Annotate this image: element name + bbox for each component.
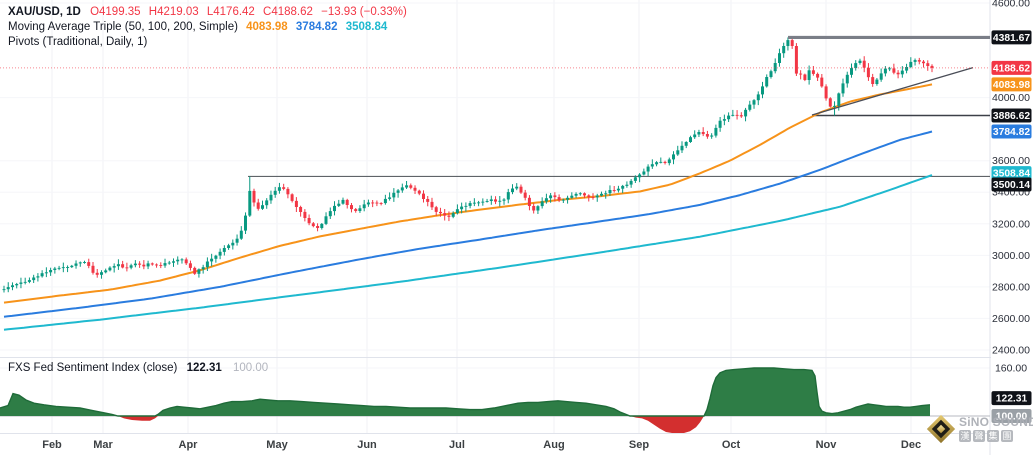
time-axis[interactable] xyxy=(0,434,1033,455)
candles-series xyxy=(2,37,934,293)
price-badge-label: 4083.98 xyxy=(993,80,1030,91)
ma-indicator-label: Moving Average Triple (50, 100, 200, Sim… xyxy=(8,21,238,33)
price-tick-label: 4600.00 xyxy=(992,0,1030,9)
price-badge-label: 3508.84 xyxy=(993,169,1030,180)
sentiment-value: 122.31 xyxy=(186,362,222,374)
trendline xyxy=(811,67,974,116)
price-badge-label: 3500.14 xyxy=(993,180,1030,191)
price-axis-bg xyxy=(991,0,1033,455)
month-label: Aug xyxy=(543,439,564,451)
ohlc-high: H4219.03 xyxy=(148,6,199,18)
price-badge-label: 3784.82 xyxy=(993,127,1030,138)
month-label: Jul xyxy=(449,439,465,451)
sentiment-area-positive xyxy=(0,368,930,416)
sentiment-baseline-value: 100.00 xyxy=(232,362,269,374)
month-label: Feb xyxy=(42,439,62,451)
month-label: Sep xyxy=(629,439,649,451)
brand-watermark: SiNO SOUND 漢聲 集團 xyxy=(926,414,1033,444)
legend-row-pivots[interactable]: Pivots (Traditional, Daily, 1) xyxy=(8,35,412,50)
subpanel-legend[interactable]: FXS Fed Sentiment Index (close) 122.31 1… xyxy=(8,362,268,374)
price-badge xyxy=(991,77,1032,92)
ma100-line xyxy=(3,130,933,318)
price-tick-label: 2400.00 xyxy=(992,344,1030,356)
main-legend: XAU/USD, 1D O4199.35 H4219.03 L4176.42 C… xyxy=(8,5,412,50)
brand-cjk: 漢聲 集團 xyxy=(959,429,1013,442)
sub-badge-label: 122.31 xyxy=(996,394,1028,405)
pivots-indicator-label: Pivots (Traditional, Daily, 1) xyxy=(8,36,148,48)
ohlc-open: O4199.35 xyxy=(90,6,141,18)
month-label: Apr xyxy=(179,439,199,451)
sub-badge xyxy=(991,409,1032,423)
ma50-line xyxy=(3,83,933,304)
month-label: May xyxy=(266,439,288,451)
ma50-value: 4083.98 xyxy=(246,21,288,33)
legend-row-ma[interactable]: Moving Average Triple (50, 100, 200, Sim… xyxy=(8,20,412,35)
price-tick-label: 2800.00 xyxy=(992,281,1030,293)
sentiment-area-negative xyxy=(0,416,930,433)
brand-diamond-icon xyxy=(926,414,956,444)
sub-badge xyxy=(991,391,1032,406)
price-badge xyxy=(991,177,1032,192)
price-badge-label: 4188.62 xyxy=(993,63,1030,74)
symbol-title: XAU/USD, 1D xyxy=(8,6,81,18)
sub-tick-label: 160.00 xyxy=(995,363,1027,375)
ma200-line xyxy=(3,174,933,331)
price-axis[interactable] xyxy=(990,0,1033,434)
price-badge xyxy=(991,124,1032,139)
price-badge xyxy=(991,60,1032,75)
ohlc-low: L4176.42 xyxy=(206,6,255,18)
price-badge-label: 3886.62 xyxy=(993,111,1030,122)
month-label: Dec xyxy=(901,439,921,451)
sentiment-indicator-label: FXS Fed Sentiment Index (close) xyxy=(8,362,178,374)
price-badge xyxy=(991,166,1032,181)
price-tick-label: 3000.00 xyxy=(992,250,1030,262)
brand-name: SiNO SOUND xyxy=(959,414,1033,429)
month-label: Jun xyxy=(357,439,377,451)
month-label: Oct xyxy=(722,439,741,451)
price-tick-label: 4000.00 xyxy=(992,92,1030,104)
legend-row-symbol[interactable]: XAU/USD, 1D O4199.35 H4219.03 L4176.42 C… xyxy=(8,5,412,20)
ohlc-change: −13.93 (−0.33%) xyxy=(321,6,407,18)
ma100-value: 3784.82 xyxy=(295,21,338,33)
sub-badge-label: 100.00 xyxy=(996,412,1028,423)
price-badge xyxy=(991,108,1032,123)
sentiment-line-positive xyxy=(0,367,931,417)
price-badge-label: 4381.67 xyxy=(993,33,1030,44)
price-badge xyxy=(991,30,1032,45)
price-tick-label: 3600.00 xyxy=(992,155,1030,167)
price-tick-label: 3200.00 xyxy=(992,218,1030,230)
ohlc-close: C4188.62 xyxy=(263,6,313,18)
month-label: Mar xyxy=(93,439,113,451)
ma200-value: 3508.84 xyxy=(345,21,388,33)
price-tick-label: 2600.00 xyxy=(992,313,1030,325)
month-label: Nov xyxy=(816,439,838,451)
